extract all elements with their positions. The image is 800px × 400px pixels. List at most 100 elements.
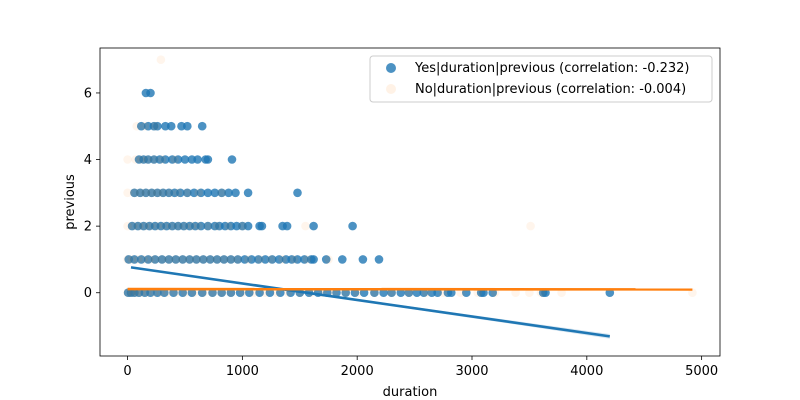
data-point [161,155,170,164]
data-point [217,288,226,298]
data-point [231,188,240,198]
data-point [123,188,132,198]
data-point [146,88,155,98]
data-point [173,221,183,231]
data-point [157,255,167,264]
data-point [187,288,197,298]
data-point [178,288,187,298]
data-point [185,255,194,264]
data-point [293,188,302,198]
data-point [274,255,284,264]
data-point [227,155,237,164]
x-tick-label: 1000 [226,364,259,379]
data-point [176,188,185,198]
data-point [123,288,132,298]
data-point [254,255,263,264]
data-point [149,155,159,164]
data-point [341,288,351,298]
data-point [212,221,222,231]
data-point [387,288,396,298]
data-point [341,288,351,298]
plot-area [123,55,697,339]
data-point [165,188,175,198]
data-point [178,255,187,264]
data-point [127,288,137,298]
data-point [370,288,379,298]
data-point [255,288,264,298]
data-point [153,188,162,198]
data-point [309,221,318,231]
y-tick-label: 0 [84,286,92,301]
data-point [309,255,318,264]
data-point [189,288,199,298]
data-point [247,255,256,264]
data-point [153,288,162,298]
data-point [180,155,190,164]
data-point [210,188,220,198]
data-point [217,188,226,198]
data-point [183,188,192,198]
x-tick-label: 0 [123,364,131,379]
data-point [329,288,339,298]
data-point [205,255,215,264]
data-point [169,288,178,298]
data-point [243,221,253,231]
data-point [196,221,206,231]
data-point [243,188,253,198]
data-point [203,188,213,198]
data-point [142,155,152,164]
data-point [300,255,309,264]
data-point [226,255,236,264]
x-tick-label: 2000 [341,364,374,379]
data-point [146,221,155,231]
x-tick-label: 5000 [685,364,718,379]
data-point [194,221,203,231]
data-point [276,288,285,298]
data-point [321,255,331,264]
data-point [350,288,360,298]
legend-label-no: No|duration|previous (correlation: -0.00… [415,82,686,97]
data-point [293,255,302,264]
data-point [358,255,368,264]
data-point [170,155,179,164]
data-point [370,288,379,298]
legend-marker-yes [386,63,396,73]
data-point [153,121,162,131]
legend: Yes|duration|previous (correlation: -0.2… [369,55,713,103]
data-point [197,288,207,298]
data-point [238,221,247,231]
data-point [217,188,226,198]
data-point [208,288,217,298]
data-point [226,288,236,298]
data-point [130,255,139,264]
data-point [289,255,299,264]
data-point [199,255,208,264]
data-point [183,121,192,131]
data-point [146,288,155,298]
y-tick-label: 2 [84,220,92,235]
data-point [374,255,384,264]
data-point [171,255,181,264]
data-point [173,188,183,198]
data-point [137,155,146,164]
data-point [219,255,229,264]
data-point [212,255,222,264]
data-point [140,221,150,231]
data-point [199,255,208,264]
data-point [301,221,310,231]
legend-marker-no [386,84,396,94]
data-point [224,188,233,198]
data-point [338,255,347,264]
data-point [197,121,207,131]
data-point [145,255,154,264]
data-point [166,121,176,131]
data-point [257,221,267,231]
data-point [131,155,140,164]
data-point [147,188,156,198]
data-point [194,188,203,198]
regression-line-yes [130,266,610,338]
data-point [180,288,190,298]
x-axis-title: duration [383,385,438,400]
data-point [156,288,166,298]
x-tick-label: 3000 [455,364,488,379]
